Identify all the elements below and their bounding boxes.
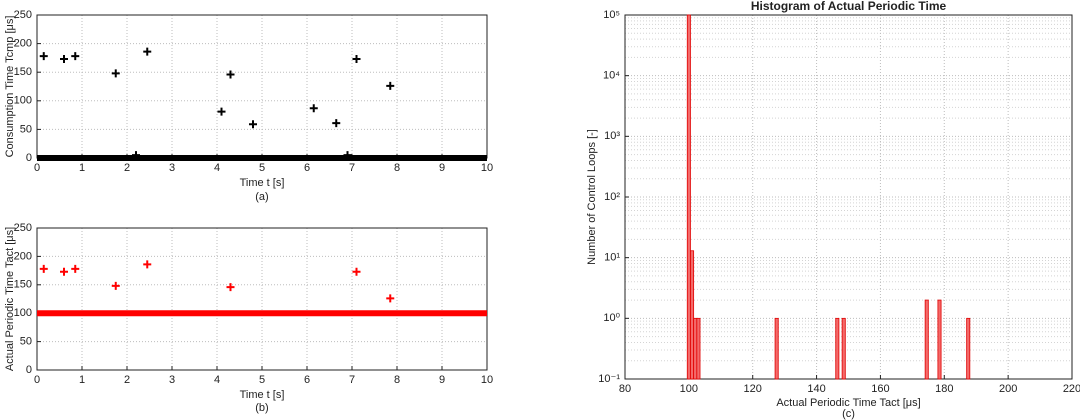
point	[111, 281, 120, 290]
point	[309, 104, 318, 113]
y-tick-label: 250	[14, 222, 32, 234]
x-tick-label: 140	[807, 383, 825, 395]
x-tick-label: 7	[349, 374, 355, 386]
x-tick-label: 180	[935, 383, 953, 395]
x-tick-label: 80	[619, 383, 631, 395]
bar	[696, 317, 701, 380]
bar	[841, 317, 846, 380]
y-tick-label: 0	[26, 364, 32, 376]
y-tick-label: 150	[14, 66, 32, 78]
point	[39, 264, 48, 273]
caption: (c)	[842, 408, 855, 420]
bar	[966, 317, 971, 380]
axes-frame	[624, 14, 1073, 380]
point	[143, 47, 152, 56]
x-tick-label: 10	[481, 162, 493, 174]
point	[226, 283, 235, 292]
x-tick-label: 160	[871, 383, 889, 395]
bar	[686, 14, 691, 380]
x-tick-label: 10	[481, 374, 493, 386]
y-tick-label: 50	[20, 336, 32, 348]
subplot: 80 100 120 140 160 180 200 220 10⁻¹ 10⁰ 10¹ 10² 10³ 1…	[586, 0, 1080, 420]
x-tick-label: 6	[304, 162, 310, 174]
x-tick-label: 3	[169, 162, 175, 174]
y-tick-label: 10¹	[604, 252, 620, 264]
plot-area	[686, 14, 971, 380]
point	[60, 267, 68, 276]
x-tick-label: 8	[394, 374, 400, 386]
y-tick-label: 50	[20, 123, 32, 135]
x-tick-label: 120	[744, 383, 762, 395]
x-tick-label: 1	[79, 162, 85, 174]
point	[71, 264, 80, 273]
y-tick-label: 100	[14, 95, 32, 107]
x-tick-label: 4	[214, 162, 220, 174]
bar	[693, 317, 698, 380]
x-tick-label: 2	[124, 374, 130, 386]
y-tick-label: 10⁵	[603, 9, 620, 21]
plot-area	[37, 260, 487, 317]
y-tick-label: 10³	[604, 130, 620, 142]
x-tick-label: 4	[214, 374, 220, 386]
bar	[924, 299, 929, 380]
axes-frame	[36, 227, 488, 371]
caption: (b)	[255, 402, 268, 414]
x-tick-label: 0	[34, 162, 40, 174]
x-tick-label: 1	[79, 374, 85, 386]
x-tick-label: 7	[349, 162, 355, 174]
y-axis-label: Number of Control Loops [-]	[586, 129, 598, 265]
x-tick-label: 200	[999, 383, 1017, 395]
x-axis-label: Time t [s]	[240, 177, 285, 189]
x-tick-label: 220	[1063, 383, 1080, 395]
chart-title: Histogram of Actual Periodic Time	[751, 0, 947, 13]
y-tick-label: 150	[14, 279, 32, 291]
point	[249, 120, 257, 129]
x-tick-label: 0	[34, 374, 40, 386]
y-tick-label: 100	[14, 307, 32, 319]
point	[386, 81, 395, 90]
bar	[835, 317, 840, 380]
x-tick-label: 2	[124, 162, 130, 174]
caption: (a)	[255, 191, 268, 203]
point	[71, 52, 80, 61]
plot-area	[37, 47, 487, 161]
x-axis-label: Actual Periodic Time Tact [μs]	[776, 397, 920, 409]
point	[226, 70, 235, 79]
x-tick-label: 100	[680, 383, 698, 395]
point	[352, 267, 361, 276]
y-tick-label: 0	[26, 152, 32, 164]
y-tick-label: 10⁴	[603, 70, 620, 82]
point	[352, 55, 361, 64]
point	[386, 294, 395, 303]
x-tick-label: 9	[439, 162, 445, 174]
y-tick-label: 10⁻¹	[598, 373, 620, 385]
x-axis-label: Time t [s]	[240, 389, 285, 401]
point	[332, 119, 341, 128]
x-tick-label: 5	[259, 162, 265, 174]
x-tick-label: 8	[394, 162, 400, 174]
y-axis-label: Consumption Time Tcmp [μs]	[4, 16, 16, 158]
y-tick-label: 10²	[604, 191, 620, 203]
x-tick-label: 6	[304, 374, 310, 386]
point	[60, 55, 68, 64]
y-axis-label: Actual Periodic Time Tact [μs]	[4, 227, 16, 371]
point	[111, 69, 120, 78]
x-tick-label: 9	[439, 374, 445, 386]
bar	[937, 299, 942, 380]
x-tick-label: 5	[259, 374, 265, 386]
y-tick-label: 200	[14, 38, 32, 50]
y-tick-label: 10⁰	[603, 312, 620, 324]
point	[217, 107, 226, 116]
y-tick-label: 250	[14, 9, 32, 21]
y-tick-label: 200	[14, 250, 32, 262]
point	[143, 260, 152, 269]
x-tick-label: 3	[169, 374, 175, 386]
point	[39, 52, 48, 61]
bar	[690, 250, 695, 380]
bar	[774, 317, 779, 380]
